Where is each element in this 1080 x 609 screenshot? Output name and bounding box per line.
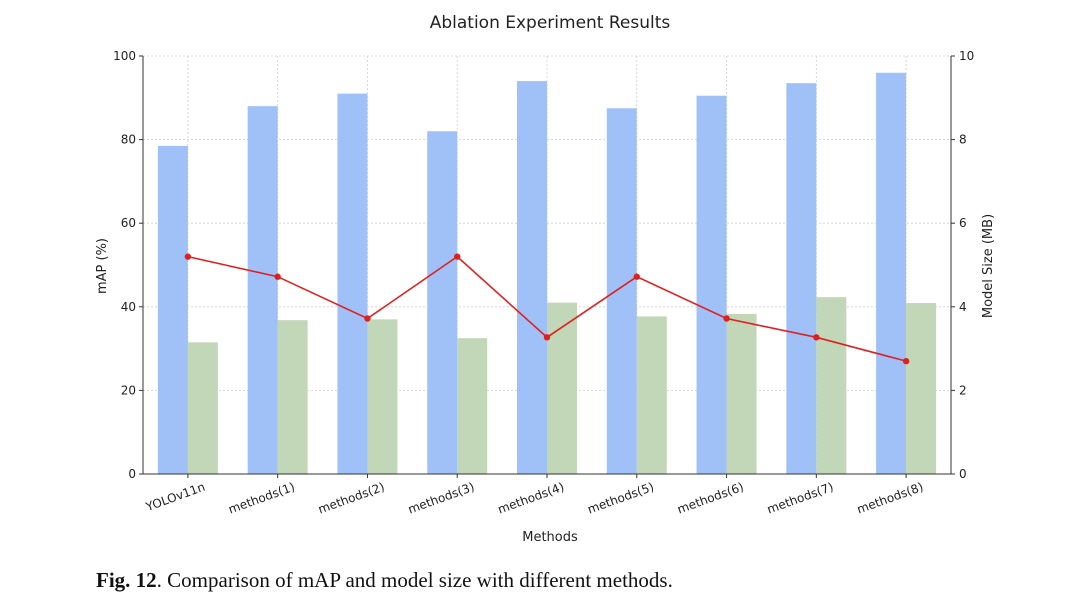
right-tick-label: 8: [959, 133, 967, 147]
model-size-line-point: [454, 253, 461, 260]
bars: [157, 72, 937, 475]
model-size-bar: [726, 313, 757, 474]
right-tick-label: 4: [959, 300, 967, 314]
model-size-bar: [367, 319, 398, 474]
left-tick-label: 40: [121, 300, 136, 314]
left-tick-label: 100: [113, 49, 136, 63]
x-tick-label: methods(1): [227, 480, 297, 517]
model-size-line-point: [902, 357, 910, 365]
model-size-bar: [906, 303, 937, 474]
model-size-bar: [457, 338, 488, 474]
model-size-line-point: [274, 273, 281, 280]
model-size-bar: [187, 342, 218, 474]
model-size-bar: [547, 302, 577, 474]
model-size-bar: [816, 297, 847, 474]
model-size-bar: [636, 316, 667, 474]
left-tick-label: 20: [121, 383, 136, 397]
map-bar: [517, 81, 547, 474]
left-tick-label: 0: [128, 467, 136, 481]
chart-title: Ablation Experiment Results: [430, 13, 671, 33]
model-size-line-point: [184, 253, 192, 260]
left-tick-label: 60: [121, 216, 136, 230]
right-tick-label: 6: [959, 216, 967, 230]
ablation-chart: 0 20 40 60 80 100 0 2 4 6 8 10 YOLOv11n methods(1) met…: [95, 13, 996, 545]
map-bar: [157, 145, 188, 474]
map-bar: [337, 93, 368, 475]
model-size-line-point: [364, 315, 371, 322]
x-tick-label: YOLOv11n: [143, 480, 207, 515]
model-size-line-point: [813, 334, 820, 341]
map-bar: [247, 106, 278, 474]
map-bar: [696, 95, 727, 475]
y-axis-label: mAP (%): [95, 238, 110, 294]
y2-axis-label: Model Size (MB): [981, 214, 996, 318]
model-size-bar: [277, 320, 308, 474]
x-tick-label: methods(8): [855, 480, 925, 517]
map-bar: [876, 72, 907, 474]
left-tick-label: 80: [121, 133, 136, 147]
x-tick-label: methods(7): [765, 480, 835, 517]
x-tick-label: methods(6): [675, 480, 745, 517]
right-tick-label: 2: [959, 383, 967, 397]
map-bar: [427, 131, 458, 475]
x-tick-label: methods(5): [586, 480, 656, 517]
right-tick-label: 10: [959, 49, 974, 63]
figure-caption: Fig. 12. Comparison of mAP and model siz…: [96, 568, 673, 593]
x-tick-label: methods(4): [496, 480, 566, 517]
right-tick-label: 0: [959, 467, 967, 481]
x-tick-label: methods(2): [316, 480, 386, 517]
map-bar: [786, 83, 817, 475]
model-size-line: [184, 253, 910, 365]
model-size-line-point: [543, 334, 551, 341]
x-axis-label: Methods: [522, 530, 578, 545]
figure-caption-label: Fig. 12: [96, 568, 157, 592]
model-size-line-point: [633, 273, 640, 280]
model-size-line-point: [723, 315, 730, 322]
map-bar: [606, 108, 637, 474]
x-tick-label: methods(3): [406, 480, 476, 517]
figure-caption-text: . Comparison of mAP and model size with …: [156, 568, 673, 592]
